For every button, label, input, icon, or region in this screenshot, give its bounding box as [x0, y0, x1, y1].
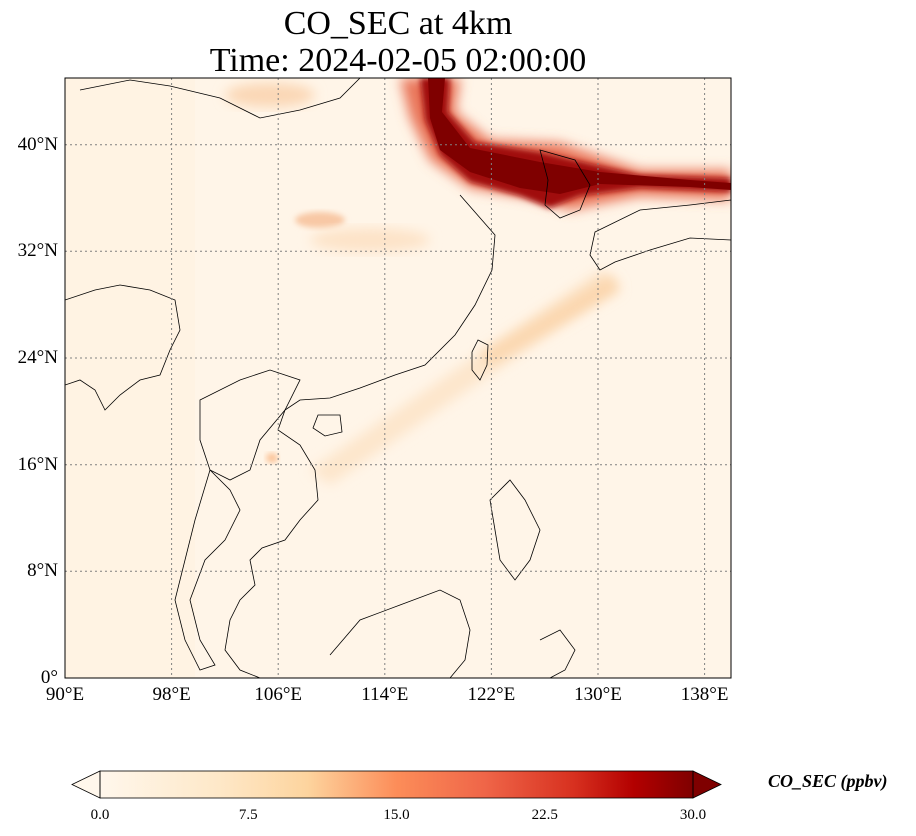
x-tick-label: 98°E — [152, 684, 191, 705]
x-tick-label: 106°E — [254, 684, 303, 705]
west-low-band — [65, 78, 195, 678]
co-sec-field — [65, 78, 731, 678]
colorbar-extend-max — [692, 770, 722, 799]
x-tick-label: 130°E — [574, 684, 622, 705]
mongolia-border — [79, 78, 361, 119]
y-tick-label: 8°N — [27, 560, 58, 582]
colorbar-gradient — [100, 771, 693, 798]
x-tick-label: 122°E — [467, 684, 516, 705]
colorbar-extend-min — [71, 770, 101, 799]
x-tick-label: 90°E — [45, 684, 85, 705]
y-tick-label: 0° — [40, 667, 58, 688]
colorbar-tick-label: 15.0 — [383, 807, 410, 823]
plume-north-china — [295, 212, 345, 228]
korea-peninsula — [539, 149, 591, 219]
plume-mongolia — [225, 83, 315, 107]
map-time-subtitle: Time: 2024-02-05 02:00:00 — [209, 42, 587, 79]
colorbar — [71, 770, 722, 799]
colorbar-tick-label: 7.5 — [238, 807, 258, 823]
colorbar-tick-label: 0.0 — [90, 807, 110, 823]
plume-laos — [266, 453, 278, 463]
coastlines — [65, 78, 731, 678]
map-title: CO_SEC at 4km — [283, 5, 513, 42]
y-tick-label: 16°N — [17, 453, 58, 475]
plume-east-china-sea — [480, 275, 620, 365]
y-tick-label: 40°N — [17, 133, 58, 155]
y-tick-label: 24°N — [17, 347, 58, 368]
myanmar-border — [65, 284, 181, 411]
plume-peak — [428, 78, 731, 194]
hainan-island — [312, 414, 343, 437]
china-vietnam-coast — [224, 194, 496, 678]
plume-central-china — [310, 228, 430, 252]
philippines-luzon-mindanao — [489, 479, 541, 581]
indochina-borders — [199, 369, 301, 481]
y-tick-label: 32°N — [17, 240, 58, 262]
thai-malay-peninsula — [174, 469, 241, 671]
x-tick-label: 138°E — [680, 684, 729, 705]
colorbar-label: CO_SEC (ppbv) — [768, 771, 888, 791]
colorbar-frame — [99, 770, 694, 799]
japan-islands — [589, 199, 731, 271]
colorbar-tick-label: 22.5 — [531, 807, 558, 823]
borneo-coast — [329, 589, 471, 678]
x-tick-label: 114°E — [361, 684, 409, 705]
colorbar-tick-label: 30.0 — [679, 807, 707, 823]
sulawesi-coast — [539, 629, 576, 678]
map-frame — [64, 77, 732, 679]
taiwan-island — [471, 339, 489, 381]
gridlines — [65, 78, 731, 678]
